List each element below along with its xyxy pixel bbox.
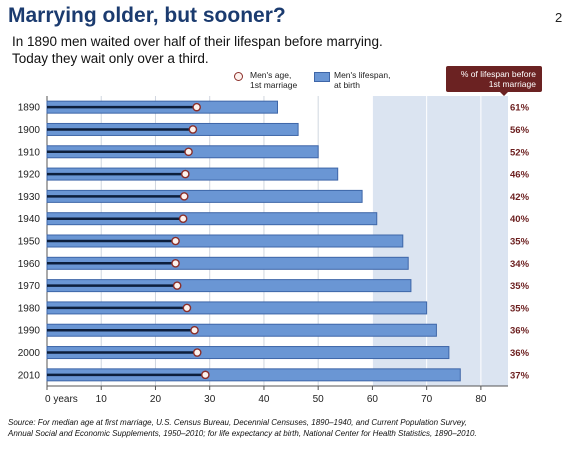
subtitle-line-2: Today they wait only over a third. [12, 51, 209, 66]
marriage-age-marker [171, 259, 180, 268]
x-tick-label: 40 [258, 394, 270, 405]
pct-label: 42% [510, 192, 530, 203]
pct-label: 40% [510, 214, 530, 225]
pct-label: 61% [510, 103, 530, 114]
x-tick-label: 50 [313, 394, 325, 405]
year-label: 1990 [18, 326, 41, 337]
pct-label: 36% [510, 326, 530, 337]
pct-label: 35% [510, 281, 530, 292]
marriage-age-marker [182, 303, 192, 313]
legend-life-line-1: Men's lifespan, [334, 70, 391, 80]
marriage-age-marker [201, 370, 210, 380]
year-label: 1900 [18, 125, 41, 136]
pct-label: 37% [510, 370, 530, 381]
pct-label: 34% [510, 259, 530, 270]
marriage-age-marker [180, 169, 190, 179]
marriage-age-marker [188, 125, 198, 134]
pct-label: 36% [510, 348, 530, 359]
chart-title: Marrying older, but sooner? [8, 4, 286, 27]
pct-header-line-2: 1st marriage [488, 79, 536, 89]
pct-label: 35% [510, 303, 530, 314]
pct-label: 46% [510, 170, 530, 181]
marriage-age-marker [171, 236, 180, 246]
marriage-age-marker [190, 325, 199, 335]
year-label: 2010 [18, 370, 41, 381]
x-tick-label: 30 [204, 394, 216, 405]
slide-number: 2 [555, 10, 563, 25]
x-tick-label: 20 [150, 394, 162, 405]
x-tick-label: 10 [96, 394, 108, 405]
marriage-age-marker [192, 102, 201, 112]
pct-label: 35% [510, 237, 530, 248]
legend-bar-swatch [314, 72, 330, 82]
marriage-age-marker [179, 192, 189, 201]
year-label: 1920 [18, 170, 41, 181]
x-tick-label: 0 years [45, 394, 78, 405]
chart-subtitle: In 1890 men waited over half of their li… [12, 33, 383, 67]
pct-header-line-1: % of lifespan before [460, 69, 536, 79]
year-label: 1940 [18, 214, 41, 225]
subtitle-line-1: In 1890 men waited over half of their li… [12, 34, 383, 49]
marriage-age-marker [184, 147, 193, 157]
x-tick-label: 60 [367, 394, 379, 405]
legend-life-label: Men's lifespan, at birth [334, 70, 390, 90]
x-tick-label: 70 [421, 394, 433, 405]
year-label: 1950 [18, 237, 41, 248]
year-label: 1970 [18, 281, 41, 292]
marriage-age-marker [172, 281, 182, 290]
x-tick-label: 80 [475, 394, 487, 405]
year-label: 1930 [18, 192, 41, 203]
source-line-1: Source: For median age at first marriage… [8, 418, 467, 427]
year-label: 1980 [18, 303, 41, 314]
pct-label: 52% [510, 147, 530, 158]
year-label: 1910 [18, 147, 41, 158]
source-note: Source: For median age at first marriage… [8, 417, 578, 439]
pct-column-header: % of lifespan before 1st marriage [446, 66, 542, 92]
marriage-age-marker [192, 348, 202, 357]
legend-age-label: Men's age, 1st marriage [250, 70, 297, 90]
year-label: 1960 [18, 259, 41, 270]
legend-age-line-1: Men's age, [250, 70, 292, 80]
legend-life-line-2: at birth [334, 80, 360, 90]
pct-header-pointer [500, 92, 508, 96]
year-label: 2000 [18, 348, 41, 359]
source-line-2: Annual Social and Economic Supplements, … [8, 429, 477, 438]
pct-label: 56% [510, 125, 530, 136]
marriage-age-marker [178, 214, 188, 223]
legend-age-line-2: 1st marriage [250, 80, 298, 90]
legend-marker-icon [234, 72, 243, 81]
year-label: 1890 [18, 103, 41, 114]
